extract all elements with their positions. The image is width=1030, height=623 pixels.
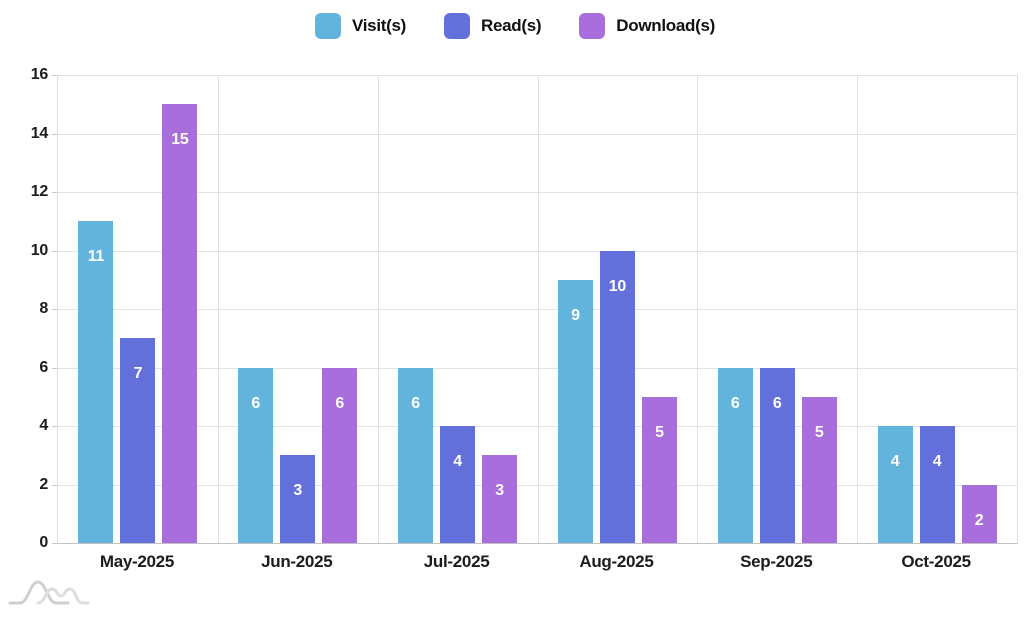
- legend-item-visits[interactable]: Visit(s): [315, 13, 406, 39]
- bar-value-label: 5: [814, 423, 824, 441]
- bar-chart-plot-area: 11 7 15 6 3 6 6 4 3 9 10 5 6 6 5 4 4 2: [57, 75, 1018, 544]
- bar-download-sep-2025[interactable]: 5: [801, 396, 837, 543]
- bar-download-jun-2025[interactable]: 6: [322, 367, 358, 543]
- bar-visit-sep-2025[interactable]: 6: [717, 367, 753, 543]
- gridline-vertical: [857, 75, 859, 543]
- bar-download-jul-2025[interactable]: 3: [482, 455, 518, 543]
- gridline-vertical: [377, 75, 379, 543]
- bar-value-label: 2: [974, 511, 984, 529]
- bar-value-label: 7: [133, 365, 143, 383]
- y-axis-tick-mark: [52, 75, 57, 76]
- bar-value-label: 4: [932, 453, 942, 470]
- y-axis-tick-mark: [52, 192, 57, 193]
- bar-read-jun-2025[interactable]: 3: [280, 455, 316, 543]
- bar-visit-jul-2025[interactable]: 6: [398, 367, 434, 543]
- y-axis-tick-mark: [52, 133, 57, 135]
- gridline-vertical: [697, 75, 699, 543]
- bar-read-oct-2025[interactable]: 4: [919, 426, 955, 543]
- bar-download-may-2025[interactable]: 15: [162, 104, 198, 543]
- y-axis-tick-mark: [52, 484, 57, 486]
- legend-label: Visit(s): [352, 16, 407, 35]
- y-axis-tick-label: 8: [39, 300, 48, 317]
- reads-swatch-icon: [444, 13, 471, 39]
- y-axis-tick-label: 4: [39, 417, 48, 434]
- bar-value-label: 15: [171, 131, 189, 149]
- bar-read-may-2025[interactable]: 7: [120, 338, 156, 543]
- x-axis-category-label: Oct-2025: [901, 552, 971, 571]
- y-axis-tick-label: 6: [39, 358, 48, 376]
- y-axis-tick-mark: [52, 426, 57, 427]
- y-axis-tick-label: 14: [30, 124, 49, 142]
- legend-label: Read(s): [481, 16, 542, 35]
- bar-value-label: 4: [890, 453, 900, 470]
- y-axis-tick-label: 10: [30, 241, 49, 259]
- y-axis-tick-label: 16: [30, 66, 49, 83]
- legend-item-reads[interactable]: Read(s): [444, 13, 542, 39]
- bar-group-jun-2025: 6 3 6: [218, 75, 378, 543]
- y-axis-tick-mark: [52, 309, 57, 310]
- bar-value-label: 6: [251, 394, 261, 412]
- bar-value-label: 3: [495, 482, 504, 500]
- bar-value-label: 11: [87, 248, 105, 266]
- bar-group-may-2025: 11 7 15: [58, 75, 218, 543]
- chart-legend: Visit(s) Read(s) Download(s): [0, 13, 1030, 39]
- downloads-swatch-icon: [579, 13, 606, 39]
- x-axis-category-label: Jun-2025: [261, 552, 333, 571]
- bar-value-label: 5: [655, 423, 664, 441]
- bar-visit-may-2025[interactable]: 11: [78, 221, 114, 543]
- wave-curves-logo-icon: [8, 580, 90, 605]
- y-axis-tick-label: 12: [30, 183, 49, 200]
- bar-value-label: 6: [335, 394, 345, 412]
- bar-read-sep-2025[interactable]: 6: [759, 367, 795, 543]
- bar-value-label: 3: [293, 482, 303, 500]
- bar-read-jul-2025[interactable]: 4: [440, 426, 476, 543]
- visits-swatch-icon: [315, 13, 342, 39]
- bar-value-label: 6: [772, 394, 782, 412]
- bar-visit-jun-2025[interactable]: 6: [238, 367, 274, 543]
- bar-group-aug-2025: 9 10 5: [538, 75, 698, 543]
- bar-group-oct-2025: 4 4 2: [857, 75, 1017, 543]
- y-axis-tick-mark: [52, 543, 57, 544]
- y-axis-tick-mark: [52, 250, 57, 252]
- x-axis-category-label: Aug-2025: [579, 552, 654, 571]
- bar-download-aug-2025[interactable]: 5: [641, 396, 677, 543]
- gridline-vertical: [537, 75, 539, 543]
- x-axis-category-label: Jul-2025: [423, 552, 490, 571]
- bar-value-label: 6: [411, 394, 420, 412]
- y-axis-tick-label: 0: [39, 534, 48, 551]
- bar-download-oct-2025[interactable]: 2: [961, 484, 997, 543]
- bar-value-label: 6: [730, 394, 740, 412]
- legend-label: Download(s): [616, 16, 715, 35]
- bar-value-label: 10: [608, 277, 627, 295]
- y-axis-tick-label: 2: [39, 475, 48, 493]
- bar-visit-aug-2025[interactable]: 9: [557, 279, 593, 543]
- bar-visit-oct-2025[interactable]: 4: [877, 426, 913, 543]
- gridline-vertical: [217, 75, 219, 543]
- x-axis-category-label: May-2025: [99, 552, 174, 571]
- x-axis-category-label: Sep-2025: [740, 552, 813, 571]
- y-axis-tick-mark: [52, 367, 57, 369]
- bar-value-label: 4: [453, 453, 462, 470]
- bar-group-jul-2025: 6 4 3: [378, 75, 538, 543]
- bar-value-label: 9: [571, 306, 580, 324]
- bar-group-sep-2025: 6 6 5: [697, 75, 857, 543]
- legend-item-downloads[interactable]: Download(s): [579, 13, 715, 39]
- bar-read-aug-2025[interactable]: 10: [599, 250, 635, 543]
